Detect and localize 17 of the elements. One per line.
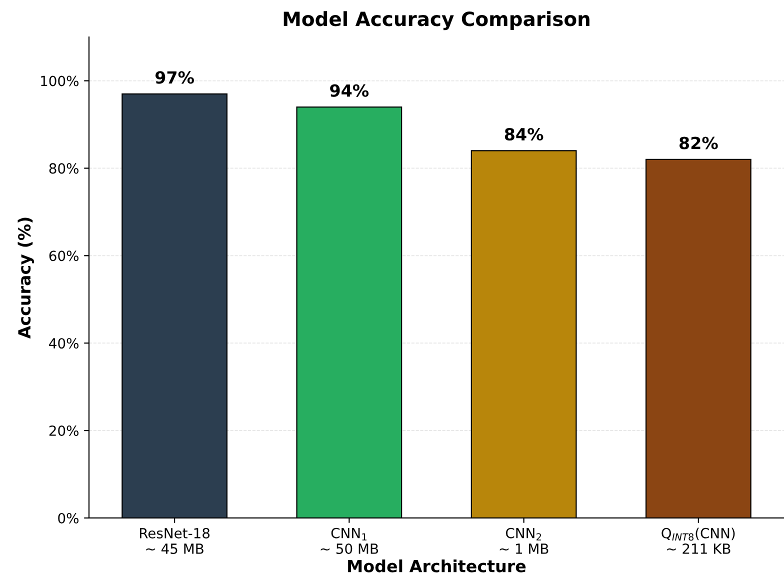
x-tick-label: CNN$_{2}$ ~ 1 MB xyxy=(500,528,548,554)
y-tick-label: 100% xyxy=(41,76,78,86)
data-label: 84% xyxy=(504,128,544,141)
y-tick-label: 60% xyxy=(49,250,78,262)
y-tick-label: 40% xyxy=(49,338,78,349)
data-label: 82% xyxy=(680,136,718,150)
y-tick-label: 20% xyxy=(49,426,78,436)
x-tick-label: ResNet-18 ~ 45 MB xyxy=(140,528,210,554)
y-tick-label: 80% xyxy=(49,163,78,174)
data-label: 97% xyxy=(155,71,194,84)
chart-title: Model Accuracy Comparison xyxy=(284,11,590,30)
x-tick-label: Q$_{INT8}$(CNN) ~ 211 KB xyxy=(662,528,735,554)
y-axis-title: Accuracy (%) xyxy=(18,218,34,339)
y-tick-label: 0% xyxy=(58,512,78,524)
x-tick-label: CNN$_{1}$ ~ 50 MB xyxy=(320,528,378,554)
data-label: 94% xyxy=(330,84,369,97)
x-axis-title: Model Architecture xyxy=(348,559,526,572)
